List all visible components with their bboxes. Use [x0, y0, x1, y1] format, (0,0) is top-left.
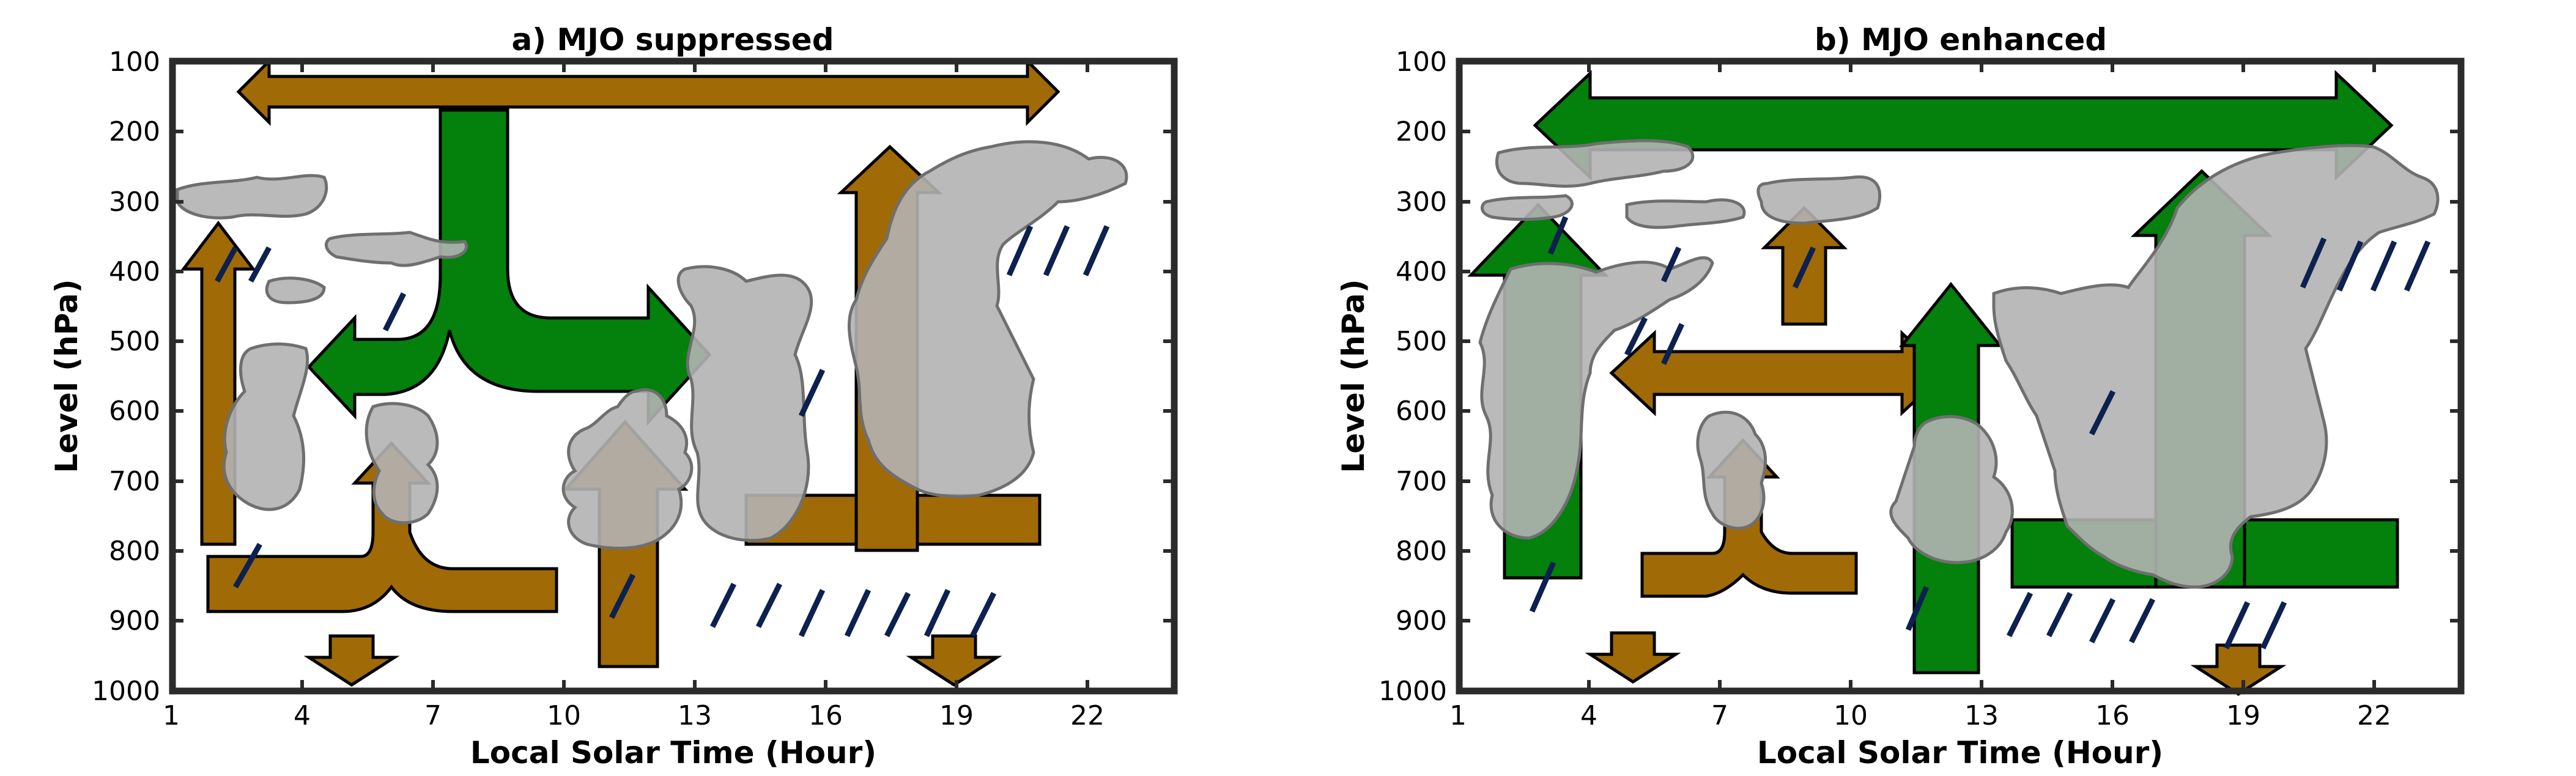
y-tick-label: 200: [109, 116, 160, 147]
x-tick-label: 22: [2357, 700, 2391, 731]
y-tick-label: 100: [109, 46, 160, 78]
y-tick-label: 800: [109, 536, 160, 567]
y-tick-label: 900: [1396, 605, 1447, 637]
cloud: [222, 342, 309, 511]
low-level-flow-arrow: [206, 441, 558, 613]
y-tick-label: 800: [1396, 536, 1447, 567]
panel-title: a) MJO suppressed: [511, 22, 834, 57]
y-tick-label: 200: [1396, 116, 1447, 147]
x-tick-label: 16: [2095, 700, 2130, 731]
cloud: [176, 174, 328, 220]
cloud: [265, 276, 326, 305]
cloud: [1495, 139, 1695, 188]
y-tick-label: 1000: [92, 676, 160, 707]
tick-marks: [172, 61, 1174, 691]
rain-streaks: [215, 225, 1110, 638]
plot-area: [169, 57, 1178, 695]
y-tick-label: 300: [109, 187, 160, 218]
x-tick-label: 7: [1711, 700, 1728, 731]
cloud: [365, 402, 439, 525]
cloud: [676, 265, 813, 542]
cloud: [1992, 144, 2440, 589]
plot-area: [1456, 57, 2465, 695]
x-tick-label: 13: [678, 700, 712, 731]
x-tick-label: 22: [1070, 700, 1105, 731]
x-tick-label: 10: [547, 700, 581, 731]
cloud: [1756, 175, 1882, 225]
y-tick-labels: 100 200 300 400 500 600 700 800 900 1000: [92, 46, 160, 707]
x-tick-label: 7: [424, 700, 442, 731]
x-axis-label: Local Solar Time (Hour): [470, 735, 876, 770]
y-tick-label: 700: [109, 466, 160, 497]
updraft-arrow: [180, 220, 257, 546]
cloud: [848, 140, 1128, 498]
cloud: [1478, 256, 1714, 540]
x-tick-label: 1: [163, 700, 180, 731]
y-tick-label: 400: [109, 256, 160, 287]
y-axis-label: Level (hPa): [1336, 279, 1371, 473]
x-tick-label: 19: [2226, 700, 2260, 731]
rain-streaks: [1529, 216, 2431, 649]
y-tick-labels: 100 200 300 400 500 600 700 800 900 1000: [1379, 46, 1447, 707]
cloud: [1696, 410, 1767, 530]
y-tick-label: 500: [109, 326, 160, 357]
y-tick-label: 700: [1396, 466, 1447, 497]
x-tick-label: 13: [1964, 700, 1999, 731]
y-tick-label: 1000: [1379, 676, 1447, 707]
downdraft-arrow-right: [2190, 643, 2287, 696]
cloud: [561, 388, 694, 550]
downdraft-arrow-right: [906, 634, 1002, 687]
x-tick-labels: 1 4 7 10 13 16 19 22: [163, 700, 1105, 731]
x-tick-label: 1: [1449, 700, 1467, 731]
y-axis-label: Level (hPa): [49, 279, 84, 473]
y-tick-label: 500: [1396, 326, 1447, 357]
mid-level-flow-arrow: [1609, 330, 1947, 416]
x-tick-label: 16: [809, 700, 843, 731]
x-axis-label: Local Solar Time (Hour): [1757, 735, 2163, 770]
upper-level-outflow-arrow: [236, 57, 1060, 127]
x-tick-labels: 1 4 7 10 13 16 19 22: [1449, 700, 2391, 731]
cloud: [1625, 198, 1746, 229]
cloud: [325, 231, 468, 267]
subsidence-arrow: [306, 108, 712, 426]
y-tick-label: 300: [1396, 187, 1447, 218]
x-tick-label: 4: [1580, 700, 1597, 731]
panel-title: b) MJO enhanced: [1815, 22, 2107, 57]
y-tick-label: 100: [1396, 46, 1447, 78]
cloud: [1481, 194, 1574, 221]
panel-a: a) MJO suppressed 100 200 300 400 500 60…: [49, 22, 1178, 770]
y-tick-label: 900: [109, 605, 160, 637]
panel-b: b) MJO enhanced 100 200 300 400 500 600 …: [1336, 22, 2465, 770]
downdraft-arrow: [303, 634, 400, 687]
x-tick-label: 10: [1834, 700, 1868, 731]
y-tick-label: 400: [1396, 256, 1447, 287]
downdraft-arrow: [1585, 631, 1681, 684]
y-tick-label: 600: [1396, 396, 1447, 427]
y-tick-label: 600: [109, 396, 160, 427]
x-tick-label: 4: [294, 700, 311, 731]
cloud: [1889, 415, 2014, 564]
tick-marks: [1459, 61, 2461, 691]
x-tick-label: 19: [939, 700, 974, 731]
